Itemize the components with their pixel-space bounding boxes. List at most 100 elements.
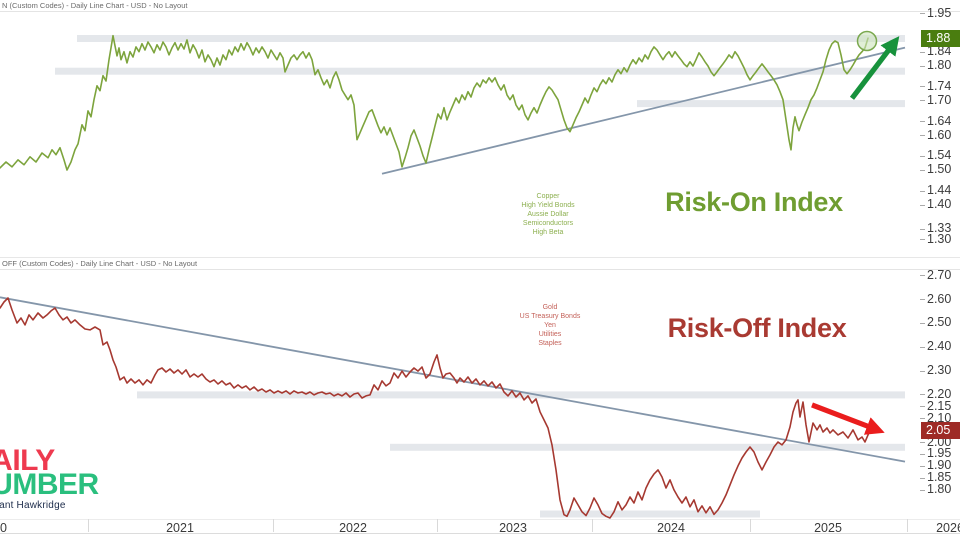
time-axis-bottom-border [0,533,960,534]
component-item: Staples [538,340,562,347]
panel-divider-lower [0,269,960,270]
year-separator [273,519,274,532]
risk-on-title: Risk-On Index [665,187,843,217]
risk-on-components-list: Copper High Yield Bonds Aussie Dollar Semic… [521,192,574,237]
year-label: 2025 [814,521,842,535]
y-axis-tick-mark [920,135,925,136]
last-price-badge-risk-on: 1.88 [921,30,960,47]
risk-off-title: Risk-Off Index [667,313,847,343]
y-axis-tick-label: 1.85 [927,470,952,484]
y-axis-tick-mark [920,418,925,419]
component-item: High Yield Bonds [521,202,575,209]
y-axis-tick-label: 2.15 [927,399,952,413]
y-axis-tick-mark [920,52,925,53]
y-axis-tick-mark [920,394,925,395]
y-axis-tick-label: 1.64 [927,114,952,128]
price-axis[interactable]: 1.95 1.84 1.80 1.74 1.70 1.64 1.60 1.54 1.50 1.44… [905,0,960,518]
y-axis-tick-label: 1.40 [927,197,952,211]
y-axis-tick-label: 1.50 [927,162,952,176]
time-axis[interactable]: 2020 2021 2022 2023 2024 2025 2026 [0,518,960,540]
component-item: US Treasury Bonds [519,313,581,320]
down-arrow-annotation [811,402,885,435]
y-axis-tick-mark [920,239,925,240]
y-axis-tick-mark [920,478,925,479]
y-axis-tick-label: 1.30 [927,232,952,246]
y-axis-tick-label: 2.60 [927,292,952,306]
y-axis-tick-mark [920,323,925,324]
price-line-risk-on [0,34,869,171]
y-axis-tick-mark [920,347,925,348]
y-axis-tick-mark [920,371,925,372]
year-separator [437,519,438,532]
y-axis-tick-label: 2.40 [927,339,952,353]
y-axis-tick-label: 2.20 [927,387,952,401]
y-axis-tick-mark [920,13,925,14]
y-axis-tick-mark [920,275,925,276]
y-axis-tick-mark [920,205,925,206]
support-resistance-band [55,67,905,75]
y-axis-tick-mark [920,170,925,171]
component-item: Semiconductors [522,220,574,227]
y-axis-tick-label: 1.33 [927,221,952,235]
year-separator [88,519,89,532]
last-price-badge-risk-off: 2.05 [921,422,960,439]
y-axis-tick-mark [920,490,925,491]
y-axis-tick-label: 2.70 [927,268,952,282]
year-label: 2022 [339,521,367,535]
component-item: Yen [544,322,556,329]
logo-word-number: NUMBER [0,468,99,501]
risk-off-components-list: Gold US Treasury Bonds Yen Utilities Staples [520,303,581,348]
y-axis-tick-mark [920,466,925,467]
y-axis-tick-label: 2.30 [927,363,952,377]
y-axis-tick-label: 1.70 [927,93,952,107]
support-resistance-band [637,100,905,108]
y-axis-tick-label: 1.95 [927,6,952,20]
y-axis-tick-label: 1.74 [927,79,952,93]
panel-divider-upper [0,257,960,258]
y-axis-tick-label: 2.50 [927,315,952,329]
y-axis-tick-mark [920,86,925,87]
year-label: 2021 [166,521,194,535]
y-axis-tick-label: 1.44 [927,183,952,197]
year-separator [592,519,593,532]
y-axis-tick-mark [920,66,925,67]
trendline [0,296,906,463]
component-item: Aussie Dollar [527,211,569,218]
support-resistance-band [390,443,905,451]
support-resistance-band [540,510,760,518]
year-label: 2026 [936,521,960,535]
year-separator [750,519,751,532]
year-label: 2020 [0,521,7,535]
y-axis-tick-label: 1.54 [927,148,952,162]
component-item: High Beta [532,229,564,236]
year-label: 2023 [499,521,527,535]
logo-word-daily: DAILY [0,444,55,477]
y-axis-tick-label: 1.80 [927,58,952,72]
y-axis-tick-mark [920,100,925,101]
highlight-circle [856,30,878,52]
y-axis-tick-label: 2.10 [927,411,952,425]
risk-off-chart-header: OFF (Custom Codes) - Daily Line Chart - … [2,259,198,268]
y-axis-tick-mark [920,156,925,157]
y-axis-tick-mark [920,406,925,407]
component-item: Gold [542,304,558,311]
header-divider-top [0,11,960,12]
y-axis-tick-label: 1.84 [927,44,952,58]
trendline [381,46,906,175]
daily-number-logo: DAILY NUMBER with Grant Hawkridge [0,444,99,512]
component-item: Utilities [538,331,562,338]
time-axis-top-border [0,519,960,520]
risk-on-chart-header: N (Custom Codes) - Daily Line Chart - US… [2,1,188,10]
component-item: Copper [536,193,560,200]
y-axis-tick-mark [920,229,925,230]
up-arrow-annotation [849,36,900,100]
y-axis-tick-mark [920,121,925,122]
y-axis-tick-label: 1.90 [927,458,952,472]
y-axis-tick-mark [920,299,925,300]
year-label: 2024 [657,521,685,535]
y-axis-tick-label: 1.95 [927,446,952,460]
support-resistance-band [77,35,905,42]
year-separator [907,519,908,532]
